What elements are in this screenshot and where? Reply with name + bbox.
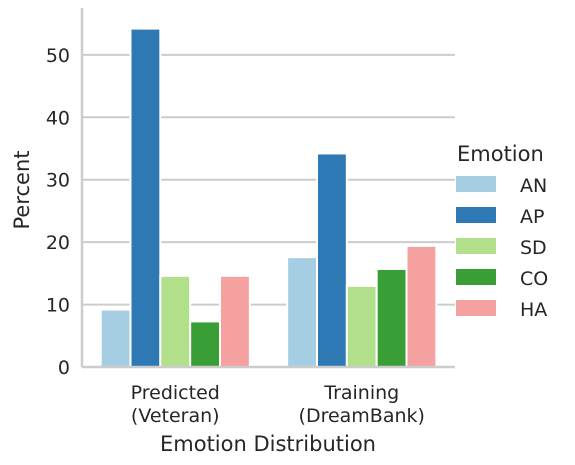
legend-label-co: CO (520, 268, 548, 290)
legend-swatch-an (456, 176, 496, 192)
y-tick-label: 40 (46, 107, 70, 129)
x-axis-label: Emotion Distribution (160, 432, 376, 456)
x-tick-labels: Predicted (Veteran) Training (DreamBank) (131, 382, 425, 427)
axes (80, 8, 455, 369)
bar-ha (405, 244, 438, 369)
y-tick-label: 0 (58, 357, 70, 379)
legend-swatch-ap (456, 207, 496, 223)
bar-ap (129, 27, 162, 368)
y-tick-labels: 0 10 20 30 40 50 (46, 45, 70, 379)
legend-swatch-ha (456, 300, 496, 316)
bar-an (286, 256, 318, 368)
legend-label-an: AN (520, 175, 547, 197)
legend: Emotion AN AP SD CO HA (456, 142, 548, 321)
legend-label-sd: SD (520, 237, 547, 259)
legend-title: Emotion (457, 142, 544, 166)
y-tick-label: 50 (46, 45, 70, 67)
bar-co (375, 267, 408, 368)
legend-label-ap: AP (520, 206, 544, 228)
legend-label-ha: HA (520, 299, 547, 321)
bar-sd (159, 274, 192, 368)
x-tick-label: Training (DreamBank) (299, 382, 425, 427)
legend-swatch-co (456, 269, 496, 285)
y-axis-label: Percent (10, 150, 34, 229)
bar-ap (315, 152, 348, 368)
y-tick-label: 20 (46, 232, 70, 254)
x-tick-label: Predicted (Veteran) (131, 382, 220, 427)
y-tick-label: 30 (46, 170, 70, 192)
bar-sd (345, 284, 378, 368)
bars (99, 27, 438, 369)
legend-swatch-sd (456, 238, 496, 254)
bar-an (99, 308, 132, 368)
bar-co (189, 320, 222, 368)
y-tick-label: 10 (46, 295, 70, 317)
bar-ha (219, 274, 251, 368)
